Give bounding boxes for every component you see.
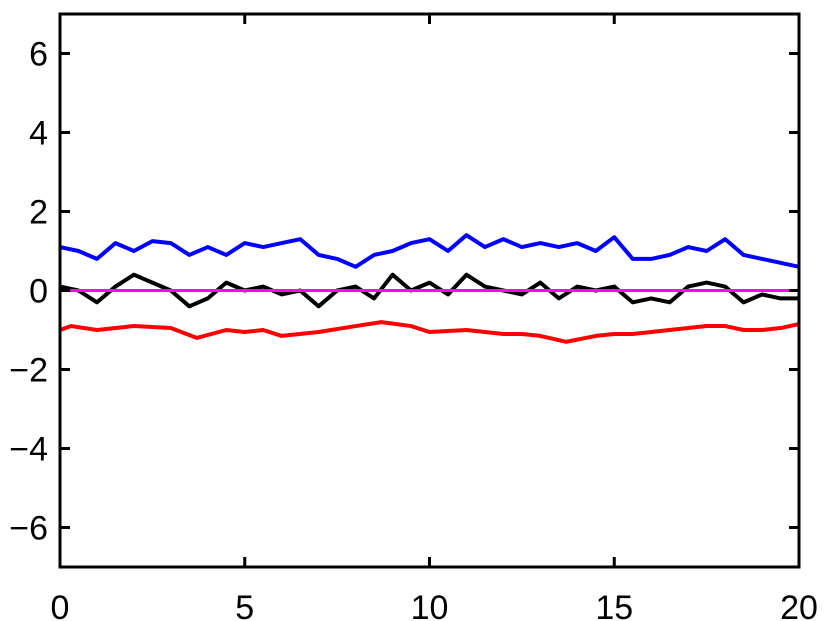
y-tick-label: −4 [9,431,48,469]
plot-frame [58,12,801,569]
y-tick-label: −6 [9,510,48,548]
y-tick-label: 0 [29,273,48,311]
x-tick-label: 0 [51,589,70,621]
y-tick-label: 2 [29,194,48,232]
series-line-4 [59,320,800,344]
y-tick-label: 6 [29,36,48,74]
ticks-layer: 0 5 10 15 20 −6 −4 −2 0 2 4 6 [9,14,818,621]
x-tick-label: 15 [595,589,633,621]
x-tick-label: 10 [411,589,449,621]
x-tick-label: 5 [235,589,254,621]
series-line-2 [59,272,799,309]
y-tick-label: 4 [29,115,48,153]
series-line-1 [59,233,800,269]
series-layer [59,233,800,344]
y-tick-label: −2 [9,352,48,390]
x-tick-label: 20 [780,589,818,621]
